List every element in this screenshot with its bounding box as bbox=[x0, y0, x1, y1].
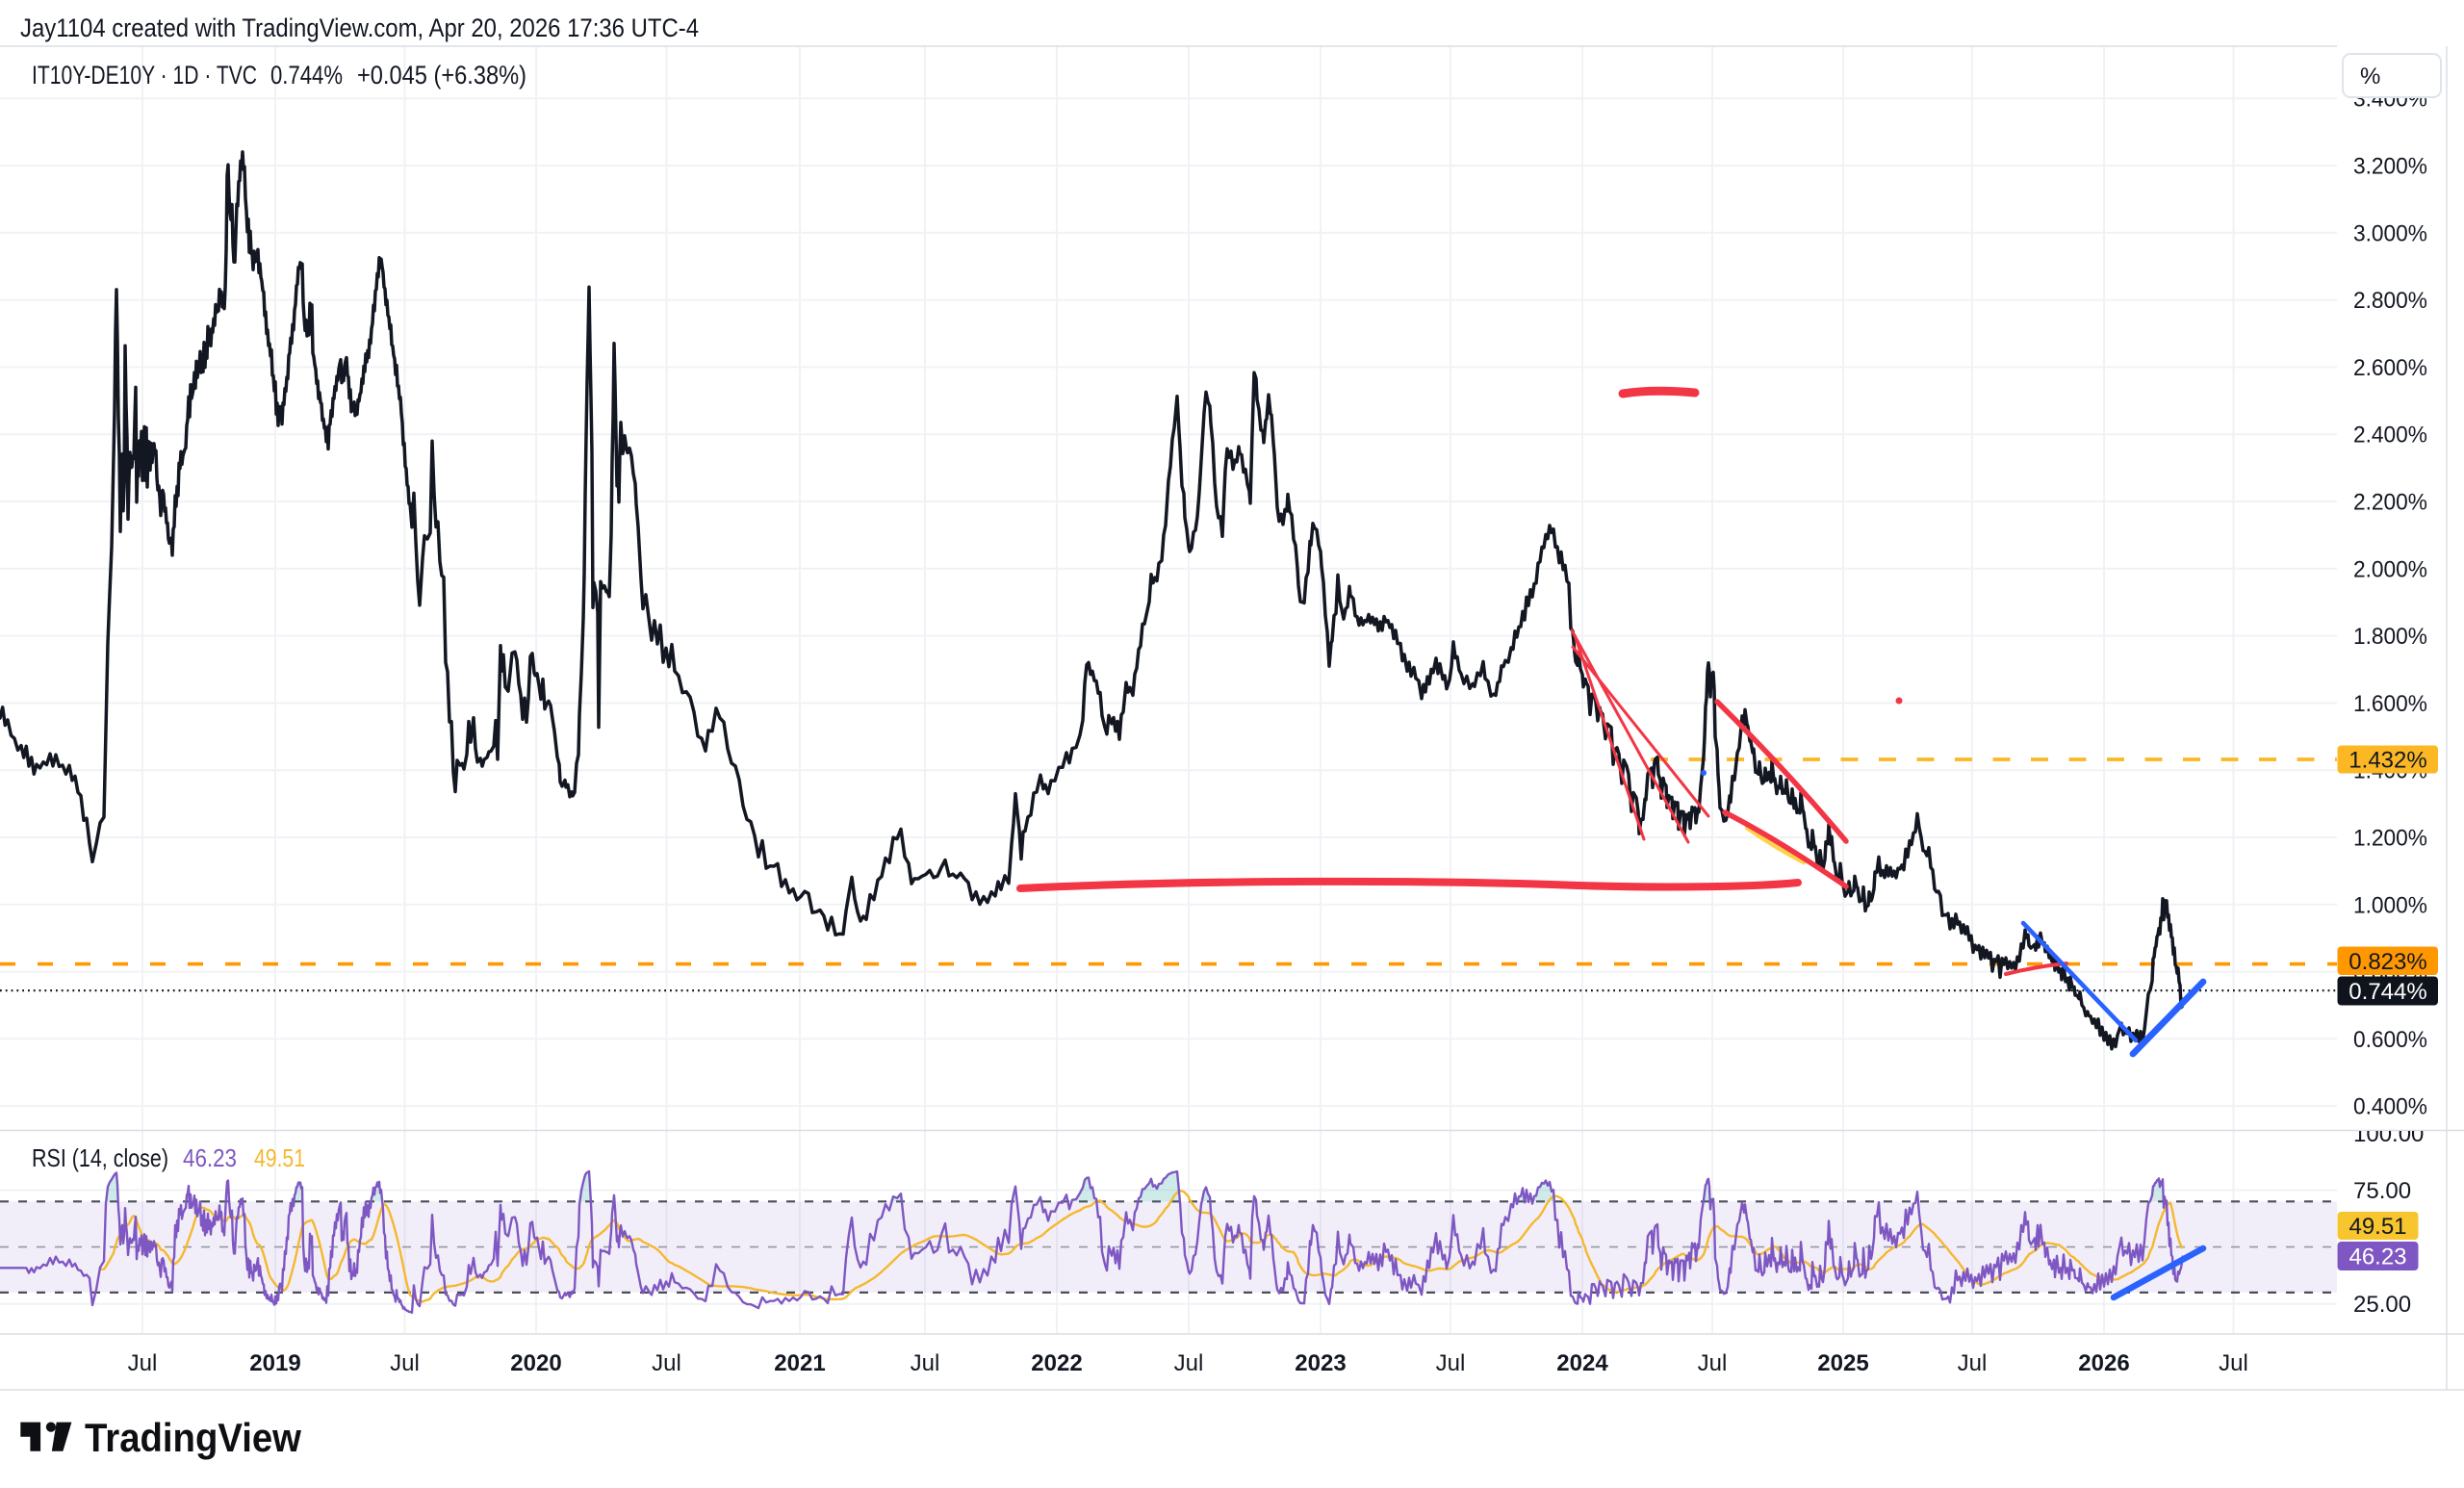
svg-text:0.600%: 0.600% bbox=[2353, 1027, 2427, 1053]
svg-text:0.400%: 0.400% bbox=[2353, 1094, 2427, 1120]
svg-text:IT10Y-DE10Y · 1D · TVC: IT10Y-DE10Y · 1D · TVC bbox=[32, 61, 257, 90]
svg-text:0.744%: 0.744% bbox=[270, 61, 343, 90]
svg-text:2.400%: 2.400% bbox=[2353, 423, 2427, 449]
svg-text:75.00: 75.00 bbox=[2353, 1178, 2411, 1204]
svg-text:2023: 2023 bbox=[1295, 1350, 1346, 1376]
svg-text:2.800%: 2.800% bbox=[2353, 288, 2427, 314]
svg-text:46.23: 46.23 bbox=[2348, 1244, 2406, 1270]
svg-text:3.200%: 3.200% bbox=[2353, 154, 2427, 180]
svg-text:Jul: Jul bbox=[1958, 1350, 1988, 1376]
svg-text:2026: 2026 bbox=[2078, 1350, 2129, 1376]
svg-text:49.51: 49.51 bbox=[2348, 1214, 2406, 1240]
svg-text:Jul: Jul bbox=[2219, 1350, 2248, 1376]
svg-text:1.432%: 1.432% bbox=[2348, 748, 2426, 774]
svg-text:1.200%: 1.200% bbox=[2353, 826, 2427, 852]
svg-text:Jay1104 created with TradingVi: Jay1104 created with TradingView.com, Ap… bbox=[20, 13, 699, 42]
svg-text:Jul: Jul bbox=[652, 1350, 681, 1376]
svg-text:2024: 2024 bbox=[1556, 1350, 1608, 1376]
svg-text:2020: 2020 bbox=[510, 1350, 561, 1376]
svg-text:Jul: Jul bbox=[1698, 1350, 1728, 1376]
svg-text:Jul: Jul bbox=[911, 1350, 940, 1376]
svg-text:0.744%: 0.744% bbox=[2348, 979, 2426, 1005]
svg-text:1.000%: 1.000% bbox=[2353, 892, 2427, 918]
svg-text:1.600%: 1.600% bbox=[2353, 691, 2427, 717]
svg-text:25.00: 25.00 bbox=[2353, 1292, 2411, 1318]
svg-text:49.51: 49.51 bbox=[254, 1143, 305, 1172]
svg-text:2019: 2019 bbox=[249, 1350, 300, 1376]
svg-text:3.000%: 3.000% bbox=[2353, 220, 2427, 246]
svg-text:RSI (14, close): RSI (14, close) bbox=[32, 1143, 168, 1172]
svg-text:2022: 2022 bbox=[1031, 1350, 1082, 1376]
svg-text:Jul: Jul bbox=[1174, 1350, 1204, 1376]
svg-text:0.823%: 0.823% bbox=[2348, 949, 2426, 975]
svg-text:46.23: 46.23 bbox=[183, 1143, 237, 1172]
svg-text:2021: 2021 bbox=[774, 1350, 825, 1376]
svg-text:%: % bbox=[2360, 64, 2380, 90]
svg-text:100.00: 100.00 bbox=[2353, 1121, 2424, 1147]
svg-text:+0.045 (+6.38%): +0.045 (+6.38%) bbox=[357, 61, 526, 90]
svg-text:2.200%: 2.200% bbox=[2353, 490, 2427, 516]
svg-text:2025: 2025 bbox=[1817, 1350, 1868, 1376]
svg-text:Jul: Jul bbox=[128, 1350, 158, 1376]
svg-text:1.800%: 1.800% bbox=[2353, 624, 2427, 650]
svg-text:2.600%: 2.600% bbox=[2353, 355, 2427, 381]
svg-text:Jul: Jul bbox=[390, 1350, 420, 1376]
svg-text:Jul: Jul bbox=[1436, 1350, 1466, 1376]
svg-text:TradingView: TradingView bbox=[85, 1415, 301, 1460]
svg-text:2.000%: 2.000% bbox=[2353, 556, 2427, 582]
